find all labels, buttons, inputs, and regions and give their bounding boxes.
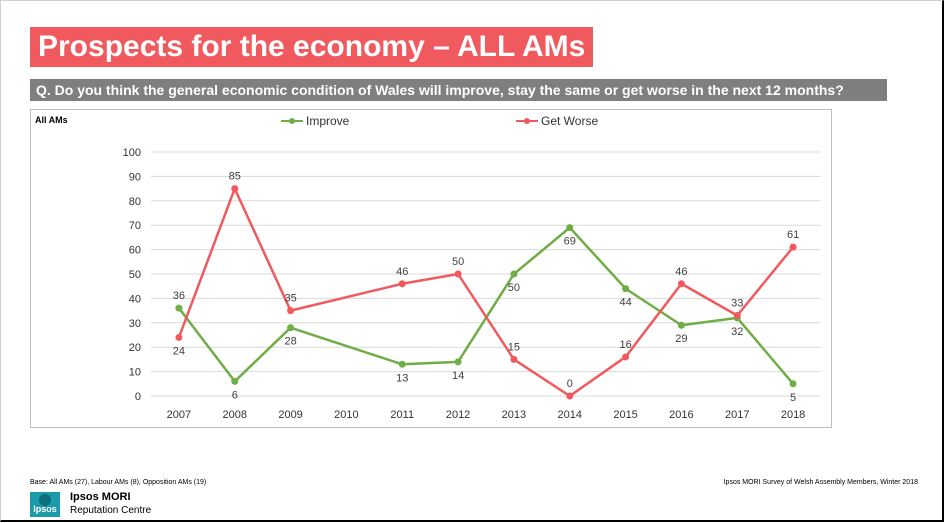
data-label-improve: 13 — [396, 372, 408, 384]
y-tick-label: 40 — [129, 293, 141, 305]
x-tick-label: 2009 — [278, 409, 302, 421]
data-point-get-worse — [454, 270, 462, 278]
x-tick-label: 2017 — [725, 409, 749, 421]
y-tick-label: 90 — [129, 171, 141, 183]
data-point-improve — [175, 304, 183, 312]
footer-base-note: Base: All AMs (27), Labour AMs (8), Oppo… — [30, 479, 207, 486]
series-line-improve — [177, 226, 795, 385]
data-label-get-worse: 35 — [284, 293, 296, 305]
data-point-get-worse — [622, 353, 630, 361]
data-point-get-worse — [175, 333, 183, 341]
data-label-get-worse: 50 — [452, 256, 464, 268]
data-point-improve — [622, 285, 630, 293]
brand-subtitle: Reputation Centre — [70, 505, 152, 516]
legend-worse-marker — [516, 118, 538, 124]
y-tick-label: 20 — [129, 342, 141, 354]
legend-improve: Improve — [281, 114, 349, 128]
data-label-improve: 44 — [619, 297, 631, 309]
data-label-improve: 36 — [173, 290, 185, 302]
data-point-get-worse — [398, 280, 406, 288]
y-tick-label: 0 — [135, 391, 141, 403]
data-label-improve: 5 — [790, 392, 796, 404]
data-label-get-worse: 46 — [675, 266, 687, 278]
data-label-improve: 6 — [232, 389, 238, 401]
x-tick-label: 2007 — [167, 409, 191, 421]
y-tick-label: 10 — [129, 367, 141, 379]
data-point-improve — [398, 360, 406, 368]
data-label-improve: 28 — [284, 336, 296, 348]
data-label-improve: 14 — [452, 370, 464, 382]
legend-improve-marker — [281, 118, 303, 124]
x-tick-label: 2011 — [390, 409, 414, 421]
data-label-get-worse: 33 — [731, 297, 743, 309]
x-tick-label: 2018 — [781, 409, 805, 421]
y-tick-label: 50 — [129, 269, 141, 281]
data-point-improve — [789, 380, 797, 388]
data-point-improve — [566, 224, 574, 232]
data-point-improve — [677, 321, 685, 329]
data-point-get-worse — [510, 355, 518, 363]
data-label-get-worse: 15 — [508, 341, 520, 353]
data-point-get-worse — [789, 243, 797, 251]
data-label-get-worse: 24 — [173, 345, 185, 357]
y-tick-label: 30 — [129, 318, 141, 330]
y-tick-label: 100 — [123, 147, 141, 159]
x-tick-label: 2013 — [502, 409, 526, 421]
data-point-get-worse — [566, 392, 574, 400]
x-tick-label: 2008 — [223, 409, 247, 421]
question-text: Q. Do you think the general economic con… — [30, 79, 887, 101]
data-label-get-worse: 61 — [787, 229, 799, 241]
data-point-get-worse — [287, 307, 295, 315]
data-point-improve — [231, 377, 239, 385]
legend-worse-label: Get Worse — [541, 114, 599, 128]
data-point-improve — [287, 324, 295, 332]
data-point-improve — [510, 270, 518, 278]
data-label-get-worse: 0 — [567, 378, 573, 390]
data-label-get-worse: 16 — [619, 339, 631, 351]
y-tick-label: 70 — [129, 220, 141, 232]
legend-improve-label: Improve — [306, 114, 350, 128]
ipsos-logo: Ipsos — [30, 492, 60, 517]
y-tick-label: 60 — [129, 245, 141, 257]
brand-name: Ipsos MORI — [70, 491, 131, 503]
data-label-improve: 69 — [564, 236, 576, 248]
data-point-improve — [454, 358, 462, 366]
data-label-get-worse: 85 — [229, 171, 241, 183]
data-label-get-worse: 46 — [396, 266, 408, 278]
series-line-get-worse — [177, 187, 795, 398]
chart-panel: All AMs Improve Get Worse 0 10 20 30 40 50 60 7… — [30, 109, 832, 428]
data-point-get-worse — [231, 185, 239, 193]
data-point-get-worse — [733, 311, 741, 319]
x-tick-label: 2016 — [669, 409, 693, 421]
panel-label: All AMs — [35, 115, 68, 125]
y-tick-label: 80 — [129, 196, 141, 208]
legend-worse: Get Worse — [516, 114, 598, 128]
footer-source-note: Ipsos MORI Survey of Welsh Assembly Memb… — [723, 479, 918, 486]
x-tick-label: 2015 — [613, 409, 637, 421]
slide-title: Prospects for the economy – ALL AMs — [30, 27, 594, 67]
x-tick-label: 2014 — [558, 409, 582, 421]
x-tick-label: 2010 — [334, 409, 358, 421]
data-label-improve: 50 — [508, 282, 520, 294]
x-tick-label: 2012 — [446, 409, 470, 421]
data-point-get-worse — [677, 280, 685, 288]
data-label-improve: 32 — [731, 326, 743, 338]
data-label-improve: 29 — [675, 333, 687, 345]
